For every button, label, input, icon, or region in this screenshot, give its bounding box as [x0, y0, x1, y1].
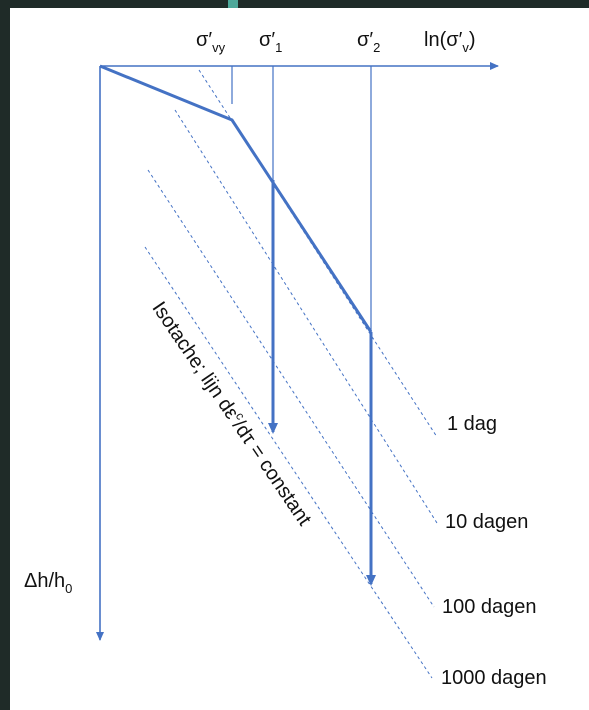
- isotache-label-10-dagen: 10 dagen: [445, 511, 529, 533]
- sigma-2-label: σ′2: [357, 29, 381, 55]
- y-axis-label: Δh/h0: [24, 570, 73, 596]
- compression-curve: [99, 64, 373, 333]
- diagram-canvas: [10, 8, 589, 710]
- isotache-line-1000-dagen: [144, 246, 433, 679]
- sigma-1-label: σ′1: [259, 29, 283, 55]
- sigma-vy-label: σ′vy: [196, 29, 226, 55]
- accent-square: [228, 0, 238, 8]
- x-axis-label: ln(σ′v): [424, 29, 476, 55]
- isotache-label-1000-dagen: 1000 dagen: [441, 667, 547, 689]
- isotache-line-100-dagen: [147, 169, 435, 608]
- isotache-line-10-dagen: [174, 109, 438, 524]
- isotache-label-100-dagen: 100 dagen: [442, 596, 537, 618]
- isotache-label-1-dag: 1 dag: [447, 413, 498, 435]
